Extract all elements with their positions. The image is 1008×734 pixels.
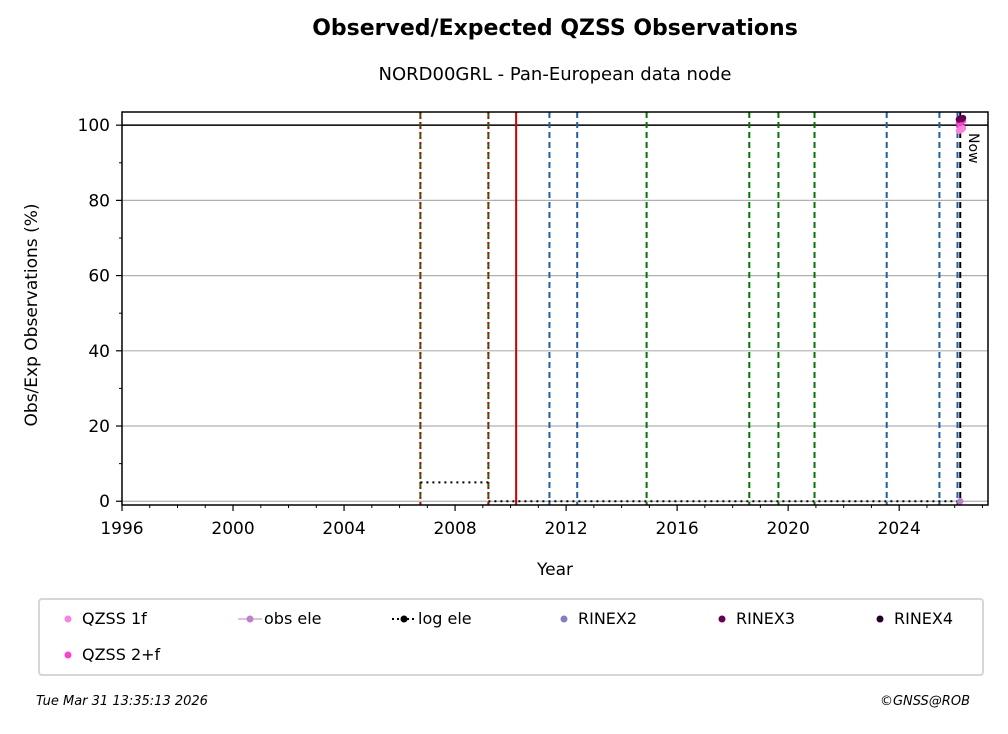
legend-item-qzss-1f: QZSS 1f <box>54 608 147 630</box>
x-tick-label: 2004 <box>322 519 365 539</box>
legend-item-rinex3: RINEX3 <box>708 608 795 630</box>
chart-subtitle: NORD00GRL - Pan-European data node <box>378 64 732 85</box>
legend-label: log ele <box>418 609 472 628</box>
legend-swatch-obs-ele <box>238 615 262 623</box>
legend-item-qzss-2-f: QZSS 2+f <box>54 644 160 666</box>
legend-marker <box>718 615 726 623</box>
legend-swatch-log-ele <box>392 615 416 623</box>
point-qzss-1f <box>959 124 967 132</box>
legend-marker <box>64 651 72 659</box>
legend-swatch-rinex4 <box>876 615 884 623</box>
x-tick-label: 2012 <box>544 519 587 539</box>
legend-label: RINEX3 <box>736 609 796 628</box>
legend-item-rinex2: RINEX2 <box>550 608 637 630</box>
legend-item-rinex4: RINEX4 <box>866 608 953 630</box>
legend-marker <box>64 615 72 623</box>
x-axis-label: Year <box>536 560 573 580</box>
footer-credit: ©GNSS@ROB <box>879 694 970 709</box>
y-tick-label: 20 <box>88 417 110 437</box>
legend-marker <box>560 615 568 623</box>
x-tick-label: 2000 <box>211 519 254 539</box>
legend: QZSS 1f obs ele log ele RINEX2 RINEX3 RINEX4 Q… <box>38 598 984 676</box>
footer-date: Tue Mar 31 13:35:13 2026 <box>36 694 208 709</box>
y-tick-label: 80 <box>88 191 110 211</box>
legend-marker <box>400 615 408 623</box>
point-obs-ele <box>957 498 964 505</box>
legend-marker <box>246 615 254 623</box>
y-tick-label: 60 <box>88 267 110 287</box>
legend-swatch-rinex3 <box>718 615 726 623</box>
x-tick-label: 2020 <box>767 519 810 539</box>
legend-label: obs ele <box>264 609 322 628</box>
x-tick-label: 1996 <box>100 519 143 539</box>
x-tick-label: 2008 <box>433 519 476 539</box>
y-tick-label: 100 <box>78 116 110 136</box>
legend-label: QZSS 1f <box>82 609 147 628</box>
now-label: Now <box>965 133 981 164</box>
x-tick-label: 2016 <box>655 519 698 539</box>
y-tick-label: 0 <box>99 492 110 512</box>
chart-title: Observed/Expected QZSS Observations <box>312 16 798 41</box>
legend-label: QZSS 2+f <box>82 645 161 664</box>
plot-frame <box>121 111 989 506</box>
x-tick-label: 2024 <box>878 519 921 539</box>
legend-label: RINEX2 <box>578 609 638 628</box>
legend-marker <box>876 615 884 623</box>
legend-swatch-qzss-2-f <box>64 651 72 659</box>
legend-swatch-rinex2 <box>560 615 568 623</box>
y-tick-label: 40 <box>88 342 110 362</box>
chart-plot: 0 20 40 60 80 100 1996 2000 2004 2008 2012 2016 2020… <box>22 111 989 580</box>
point-rinex3 <box>959 114 967 122</box>
legend-item-obs-ele: obs ele <box>236 608 322 630</box>
legend-item-log-ele: log ele <box>390 608 472 630</box>
legend-swatch-qzss-1f <box>64 615 72 623</box>
legend-label: RINEX4 <box>894 609 954 628</box>
y-axis-label: Obs/Exp Observations (%) <box>22 204 42 427</box>
